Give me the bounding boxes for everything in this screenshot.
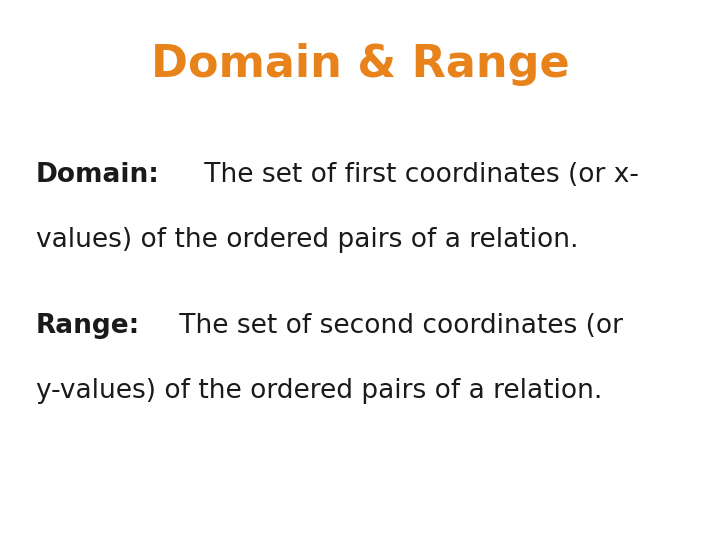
Text: Domain:: Domain: — [36, 162, 160, 188]
Text: Domain & Range: Domain & Range — [150, 43, 570, 86]
Text: The set of second coordinates (or: The set of second coordinates (or — [171, 313, 623, 339]
Text: values) of the ordered pairs of a relation.: values) of the ordered pairs of a relati… — [36, 227, 578, 253]
Text: The set of first coordinates (or x-: The set of first coordinates (or x- — [196, 162, 639, 188]
Text: Range:: Range: — [36, 313, 140, 339]
Text: y-values) of the ordered pairs of a relation.: y-values) of the ordered pairs of a rela… — [36, 378, 603, 404]
